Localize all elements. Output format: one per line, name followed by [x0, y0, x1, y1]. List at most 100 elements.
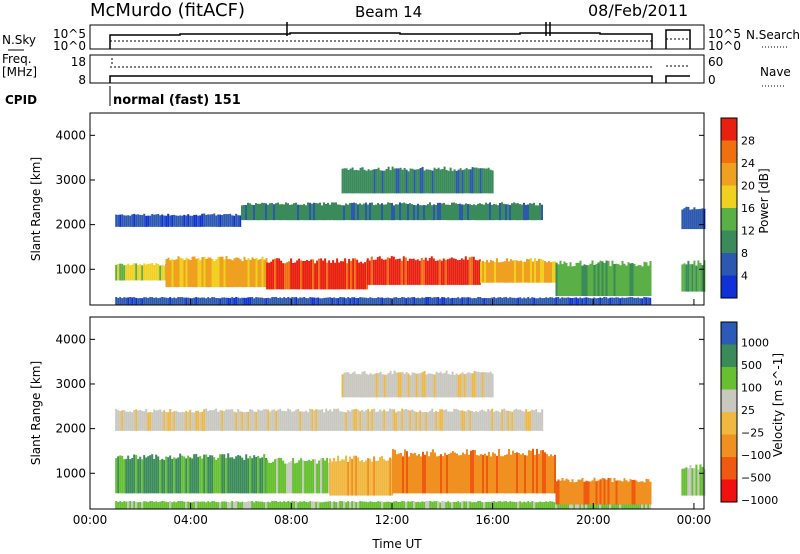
- scatter-cell: [577, 479, 580, 505]
- scatter-cell: [517, 409, 520, 431]
- scatter-cell: [473, 502, 476, 509]
- scatter-cell: [440, 454, 442, 494]
- scatter-cell: [277, 409, 280, 431]
- scatter-cell: [253, 455, 256, 494]
- colorbar-frame: [720, 321, 738, 503]
- scatter-cell: [333, 202, 335, 221]
- nave-tick-low: 0: [708, 73, 716, 87]
- scatter-cell: [589, 263, 592, 297]
- scatter-cell: [219, 454, 222, 494]
- scatter-cell: [331, 461, 334, 496]
- scatter-cell: [139, 456, 142, 494]
- scatter-cell: [403, 409, 406, 431]
- scatter-cell: [280, 458, 283, 494]
- scatter-cell: [410, 452, 412, 494]
- scatter-cell: [405, 203, 407, 221]
- freq-trace: [109, 75, 690, 83]
- scatter-cell: [119, 501, 122, 509]
- scatter-cell: [537, 205, 539, 221]
- scatter-cell: [268, 462, 271, 494]
- x-tick-label: 04:00: [173, 513, 208, 527]
- scatter-cell: [605, 479, 608, 505]
- y-tick-label: 3000: [55, 377, 86, 391]
- colorbar-tick-label: 1000: [741, 337, 769, 350]
- scatter-cell: [125, 411, 128, 431]
- scatter-cell: [207, 411, 210, 431]
- scatter-cell: [333, 297, 336, 305]
- scatter-cell: [447, 373, 450, 398]
- scatter-cell: [365, 297, 368, 305]
- scatter-cell: [465, 373, 468, 398]
- scatter-cell: [376, 257, 379, 285]
- scatter-cell: [489, 298, 492, 305]
- scatter-cell: [412, 453, 414, 494]
- scatter-cell: [199, 456, 202, 494]
- scatter-cell: [689, 264, 692, 292]
- scatter-cell: [141, 215, 144, 227]
- scatter-cell: [435, 297, 438, 305]
- scatter-cell: [531, 501, 534, 509]
- scatter-cell: [325, 204, 327, 221]
- scatter-cell: [143, 501, 146, 509]
- nave-tick-high: 60: [708, 55, 723, 69]
- scatter-cell: [155, 410, 158, 431]
- scatter-cell: [481, 502, 484, 509]
- scatter-cell: [449, 298, 452, 305]
- scatter-cell: [421, 205, 423, 221]
- scatter-cell: [375, 412, 378, 431]
- scatter-cell: [629, 263, 632, 297]
- scatter-cell: [455, 501, 458, 509]
- scatter-cell: [251, 257, 254, 288]
- scatter-cell: [513, 202, 515, 221]
- colorbar-tick-label: 500: [741, 359, 762, 372]
- scatter-cell: [211, 259, 214, 288]
- scatter-cell: [167, 298, 170, 305]
- scatter-cell: [309, 408, 312, 431]
- scatter-cell: [462, 452, 464, 494]
- scatter-cell: [354, 258, 357, 290]
- scatter-cell: [269, 203, 271, 221]
- scatter-cell: [355, 203, 357, 221]
- scatter-cell: [390, 256, 393, 285]
- scatter-cell: [397, 372, 400, 398]
- scatter-cell: [479, 168, 482, 194]
- scatter-cell: [125, 215, 128, 227]
- scatter-cell: [468, 454, 470, 494]
- scatter-cell: [243, 501, 246, 509]
- scatter-cell: [173, 214, 176, 227]
- scatter-cell: [454, 452, 456, 494]
- scatter-cell: [287, 203, 289, 221]
- scatter-cell: [398, 453, 400, 494]
- scatter-cell: [369, 458, 372, 496]
- scatter-cell: [475, 502, 478, 509]
- scatter-cell: [571, 479, 574, 505]
- scatter-cell: [350, 260, 353, 290]
- scatter-cell: [259, 410, 262, 431]
- scatter-cell: [231, 297, 234, 305]
- scatter-cell: [493, 204, 495, 221]
- scatter-cell: [629, 479, 632, 505]
- scatter-cell: [585, 265, 588, 297]
- scatter-cell: [209, 410, 212, 431]
- scatter-cell: [185, 257, 188, 288]
- scatter-cell: [315, 297, 318, 305]
- scatter-cell: [399, 297, 402, 305]
- scatter-cell: [163, 297, 166, 305]
- scatter-cell: [293, 297, 296, 305]
- scatter-cell: [297, 298, 300, 305]
- scatter-cell: [161, 297, 164, 305]
- scatter-cell: [225, 256, 228, 288]
- scatter-cell: [419, 168, 422, 194]
- scatter-cell: [193, 256, 196, 288]
- scatter-cell: [485, 411, 488, 431]
- scatter-cell: [217, 214, 220, 227]
- scatter-cell: [115, 214, 118, 227]
- scatter-cell: [605, 297, 608, 305]
- scatter-cell: [549, 297, 552, 305]
- scatter-cell: [375, 461, 378, 496]
- scatter-cell: [427, 501, 430, 509]
- scatter-cell: [267, 297, 270, 305]
- scatter-cell: [382, 259, 385, 285]
- scatter-cell: [471, 373, 474, 398]
- scatter-cell: [123, 501, 126, 509]
